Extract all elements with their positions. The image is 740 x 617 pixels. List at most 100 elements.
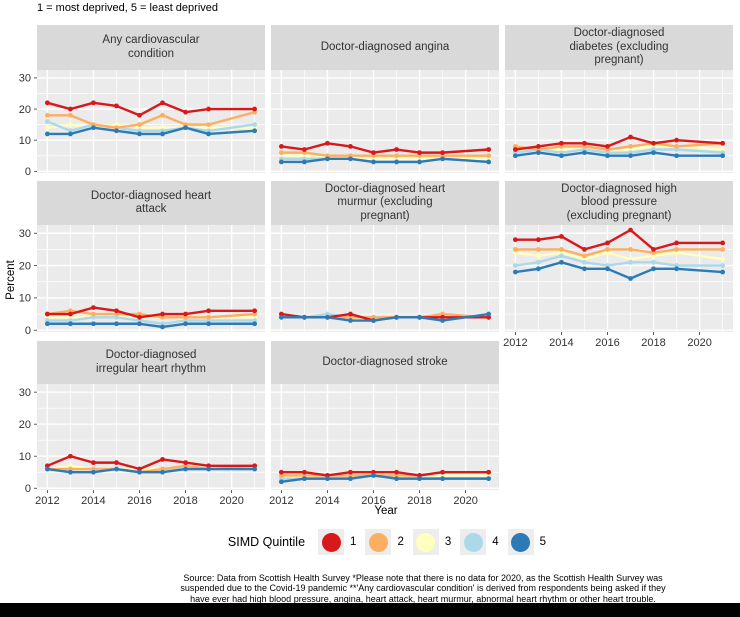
series-quintile-5 (44, 321, 258, 330)
data-point (137, 321, 142, 327)
data-point (91, 321, 96, 327)
data-point (582, 259, 587, 265)
data-point (67, 122, 73, 128)
data-point (301, 314, 307, 320)
data-point (486, 476, 492, 482)
data-point (67, 106, 73, 112)
tick-label: 10 (19, 293, 31, 305)
facet-title: Doctor-diagnosed heart attack (90, 189, 212, 216)
data-point (67, 453, 73, 459)
series-quintile-1 (278, 140, 492, 156)
data-point (252, 122, 258, 128)
minor-gridlines (37, 70, 265, 173)
legend-item-quintile-2: 2 (365, 529, 404, 555)
tick-label: 20 (19, 104, 31, 116)
data-point (674, 266, 679, 272)
data-point (348, 143, 353, 149)
data-point (325, 156, 330, 162)
data-point (582, 253, 587, 259)
data-point (301, 476, 307, 482)
data-point (325, 140, 330, 146)
legend-items: 1 2 3 4 5 (318, 529, 546, 555)
legend-key (365, 529, 392, 555)
data-point (183, 321, 188, 327)
legend-dot-icon (368, 532, 388, 552)
facet-strip: Any cardiovascular condition (37, 25, 265, 70)
x-tick-labels: 2012 2014 2016 2018 2020 (35, 490, 244, 507)
facet-strip: Doctor-diagnosed heart murmur (excluding… (271, 181, 499, 225)
legend-label: 4 (492, 536, 499, 548)
legend-label: 2 (397, 536, 404, 548)
data-point (183, 311, 188, 317)
data-point (206, 122, 211, 128)
data-point (348, 311, 353, 317)
data-point (114, 128, 119, 134)
facet-panel: 2012 2014 2016 2018 2020 (269, 384, 499, 507)
data-point (206, 106, 211, 112)
tick-label: 2012 (35, 495, 59, 507)
data-point (394, 153, 399, 159)
data-point (605, 247, 610, 252)
legend-item-quintile-1: 1 (318, 529, 356, 555)
facet-title: Doctor-diagnosed diabetes (excluding pre… (569, 27, 669, 67)
data-point (160, 100, 165, 106)
data-point (67, 131, 73, 137)
data-point (160, 324, 165, 330)
data-point (137, 131, 142, 137)
facet-strip: Doctor-diagnosed irregular heart rhythm (37, 341, 265, 384)
tick-label: 30 (19, 73, 31, 85)
facet-title: Doctor-diagnosed irregular heart rhythm (96, 349, 206, 375)
tick-label: 0 (25, 483, 31, 495)
data-point (440, 150, 445, 156)
legend-dot-icon (511, 532, 531, 552)
tick-label: 2012 (503, 337, 527, 349)
data-point (720, 140, 726, 146)
facet-panel: 2012 2014 2016 2018 2020 (503, 225, 733, 349)
data-point (559, 259, 564, 265)
data-point (91, 305, 96, 310)
data-point (535, 253, 541, 259)
data-point (512, 147, 518, 152)
data-point (720, 247, 726, 252)
data-point (417, 159, 422, 165)
data-point (252, 466, 258, 472)
legend-dot-icon (321, 532, 341, 552)
series-quintile-1 (512, 134, 726, 152)
data-point (628, 276, 633, 281)
major-gridlines (37, 225, 265, 332)
tick-label: 20 (19, 419, 31, 431)
legend-item-quintile-3: 3 (412, 529, 451, 555)
data-point (582, 150, 587, 156)
data-point (91, 311, 96, 317)
facet-strip: Doctor-diagnosed diabetes (excluding pre… (505, 25, 733, 70)
tick-label: 2018 (407, 495, 431, 507)
series-quintile-4 (512, 253, 726, 268)
legend-dot-icon (416, 532, 436, 552)
data-point (440, 476, 445, 482)
data-point (674, 143, 679, 149)
data-point (674, 153, 679, 159)
data-point (674, 137, 679, 143)
data-point (371, 150, 376, 156)
data-point (651, 247, 656, 252)
legend-key (460, 529, 487, 555)
facet-strip: Doctor-diagnosed heart attack (37, 181, 265, 225)
data-point (91, 469, 96, 475)
data-point (114, 103, 119, 109)
data-point (160, 311, 165, 317)
panel-background (37, 70, 265, 173)
data-point (137, 112, 142, 118)
legend-dot-icon (463, 532, 483, 552)
data-point (440, 156, 445, 162)
data-point (440, 469, 445, 475)
data-point (651, 259, 656, 265)
tick-label: 2018 (641, 337, 665, 349)
data-point (720, 263, 726, 268)
data-point (394, 147, 399, 152)
data-point (651, 140, 656, 146)
data-point (252, 128, 258, 134)
data-point (206, 314, 211, 320)
data-point (720, 269, 726, 275)
data-point (44, 125, 50, 131)
data-point (486, 153, 492, 159)
